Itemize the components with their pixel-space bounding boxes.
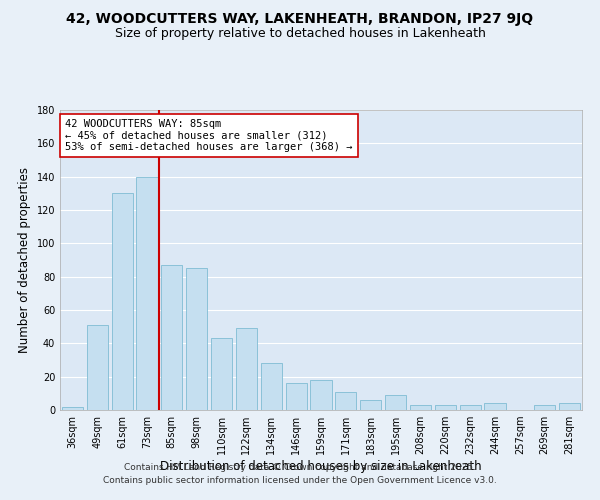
Bar (161, 265, 182, 410)
Text: 42 WOODCUTTERS WAY: 85sqm
← 45% of detached houses are smaller (312)
53% of semi: 42 WOODCUTTERS WAY: 85sqm ← 45% of detac… (65, 119, 353, 152)
Bar (534, 405, 555, 410)
Bar (435, 405, 456, 410)
Bar (186, 268, 207, 410)
Text: Size of property relative to detached houses in Lakenheath: Size of property relative to detached ho… (115, 28, 485, 40)
Bar (211, 338, 232, 410)
X-axis label: Distribution of detached houses by size in Lakenheath: Distribution of detached houses by size … (160, 460, 482, 473)
Bar (484, 404, 506, 410)
Text: Contains HM Land Registry data © Crown copyright and database right 2025.: Contains HM Land Registry data © Crown c… (124, 464, 476, 472)
Y-axis label: Number of detached properties: Number of detached properties (18, 167, 31, 353)
Bar (62, 406, 83, 410)
Bar (310, 380, 332, 410)
Bar (87, 325, 108, 410)
Bar (236, 328, 257, 410)
Bar (286, 384, 307, 410)
Bar (559, 404, 580, 410)
Bar (136, 176, 158, 410)
Bar (385, 395, 406, 410)
Text: Contains public sector information licensed under the Open Government Licence v3: Contains public sector information licen… (103, 476, 497, 485)
Bar (410, 405, 431, 410)
Bar (460, 405, 481, 410)
Bar (360, 400, 381, 410)
Bar (112, 194, 133, 410)
Bar (261, 364, 282, 410)
Bar (335, 392, 356, 410)
Text: 42, WOODCUTTERS WAY, LAKENHEATH, BRANDON, IP27 9JQ: 42, WOODCUTTERS WAY, LAKENHEATH, BRANDON… (67, 12, 533, 26)
